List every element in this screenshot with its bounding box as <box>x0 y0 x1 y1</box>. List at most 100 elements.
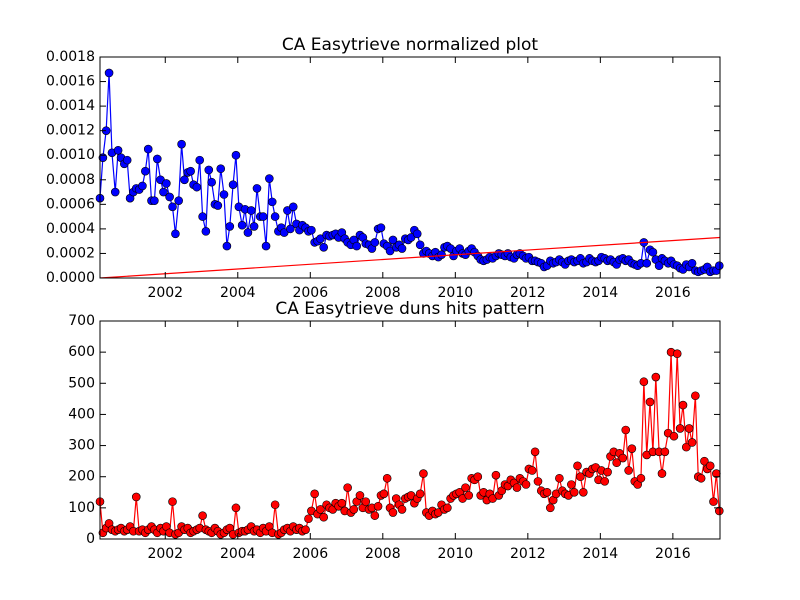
marker <box>231 150 241 160</box>
marker <box>222 241 232 251</box>
axes-frame <box>99 320 721 540</box>
marker <box>141 166 150 176</box>
marker <box>204 165 214 175</box>
marker <box>162 179 171 188</box>
marker <box>527 466 537 475</box>
chart-title: CA Easytrieve normalized plot <box>282 35 539 55</box>
marker <box>265 174 274 183</box>
marker <box>388 508 398 517</box>
marker <box>201 227 211 236</box>
marker <box>473 472 483 482</box>
y-tick-label: 0.0014 <box>46 98 95 114</box>
marker <box>370 238 380 247</box>
marker <box>307 225 316 235</box>
marker <box>657 469 667 478</box>
marker <box>174 196 183 205</box>
marker <box>288 202 298 212</box>
chart-title: CA Easytrieve duns hits pattern <box>275 299 544 319</box>
marker <box>382 473 392 483</box>
marker <box>512 483 522 492</box>
x-tick-label: 2004 <box>220 546 256 562</box>
marker <box>243 228 253 237</box>
marker <box>533 477 543 486</box>
marker <box>198 212 207 221</box>
marker <box>639 377 649 387</box>
marker <box>249 222 259 231</box>
marker <box>361 497 371 506</box>
y-tick-label: 0.0012 <box>46 123 95 139</box>
marker <box>397 244 407 253</box>
marker <box>379 489 389 499</box>
marker <box>376 223 386 232</box>
marker <box>207 177 216 187</box>
marker <box>660 447 670 457</box>
x-tick-label: 2010 <box>438 546 474 562</box>
marker <box>373 501 383 511</box>
marker <box>700 456 709 466</box>
y-tick-label: 0.0008 <box>46 172 95 188</box>
marker <box>213 201 223 210</box>
marker <box>246 206 256 215</box>
marker <box>627 444 637 453</box>
marker <box>645 397 655 407</box>
marker <box>461 483 470 492</box>
axes-frame <box>99 56 721 279</box>
marker <box>419 469 428 478</box>
marker <box>261 241 271 251</box>
marker <box>337 498 347 508</box>
marker <box>319 243 329 252</box>
marker <box>165 192 174 202</box>
marker <box>131 492 141 502</box>
marker <box>579 487 588 497</box>
marker <box>143 144 153 154</box>
marker <box>225 222 235 231</box>
marker <box>168 497 177 506</box>
x-tick-label: 2014 <box>583 285 619 301</box>
y-tick-label: 0 <box>86 531 95 547</box>
marker <box>491 470 501 480</box>
marker <box>415 240 425 250</box>
marker <box>705 461 715 471</box>
marker <box>168 202 177 212</box>
marker <box>567 480 576 489</box>
marker <box>355 491 365 500</box>
marker <box>310 489 319 499</box>
y-tick-label: 0.0000 <box>46 270 95 286</box>
marker <box>530 447 540 457</box>
x-tick-label: 2006 <box>292 546 328 562</box>
x-tick-label: 2010 <box>438 285 474 301</box>
y-tick-label: 0.0002 <box>46 245 95 261</box>
marker <box>171 229 180 239</box>
marker <box>316 505 325 514</box>
x-tick-label: 2008 <box>365 546 401 562</box>
marker <box>600 477 610 486</box>
marker <box>237 220 247 230</box>
x-tick-label: 2008 <box>365 285 401 301</box>
marker <box>573 461 582 471</box>
marker <box>555 473 564 483</box>
marker <box>678 400 688 410</box>
marker <box>397 505 407 514</box>
marker <box>195 155 205 165</box>
marker <box>231 503 241 513</box>
marker <box>714 506 724 516</box>
marker <box>186 166 195 176</box>
marker <box>687 438 697 447</box>
marker <box>159 187 168 197</box>
marker <box>687 258 697 268</box>
marker <box>258 212 268 221</box>
marker <box>696 473 706 483</box>
marker <box>464 491 474 500</box>
x-tick-label: 2006 <box>292 285 328 301</box>
marker <box>415 489 425 499</box>
marker <box>684 424 694 433</box>
marker <box>104 68 114 78</box>
marker <box>177 139 186 149</box>
marker <box>270 500 280 510</box>
marker <box>642 258 652 268</box>
marker <box>110 187 120 197</box>
y-tick-label: 0.0010 <box>46 147 95 163</box>
marker <box>651 372 661 382</box>
